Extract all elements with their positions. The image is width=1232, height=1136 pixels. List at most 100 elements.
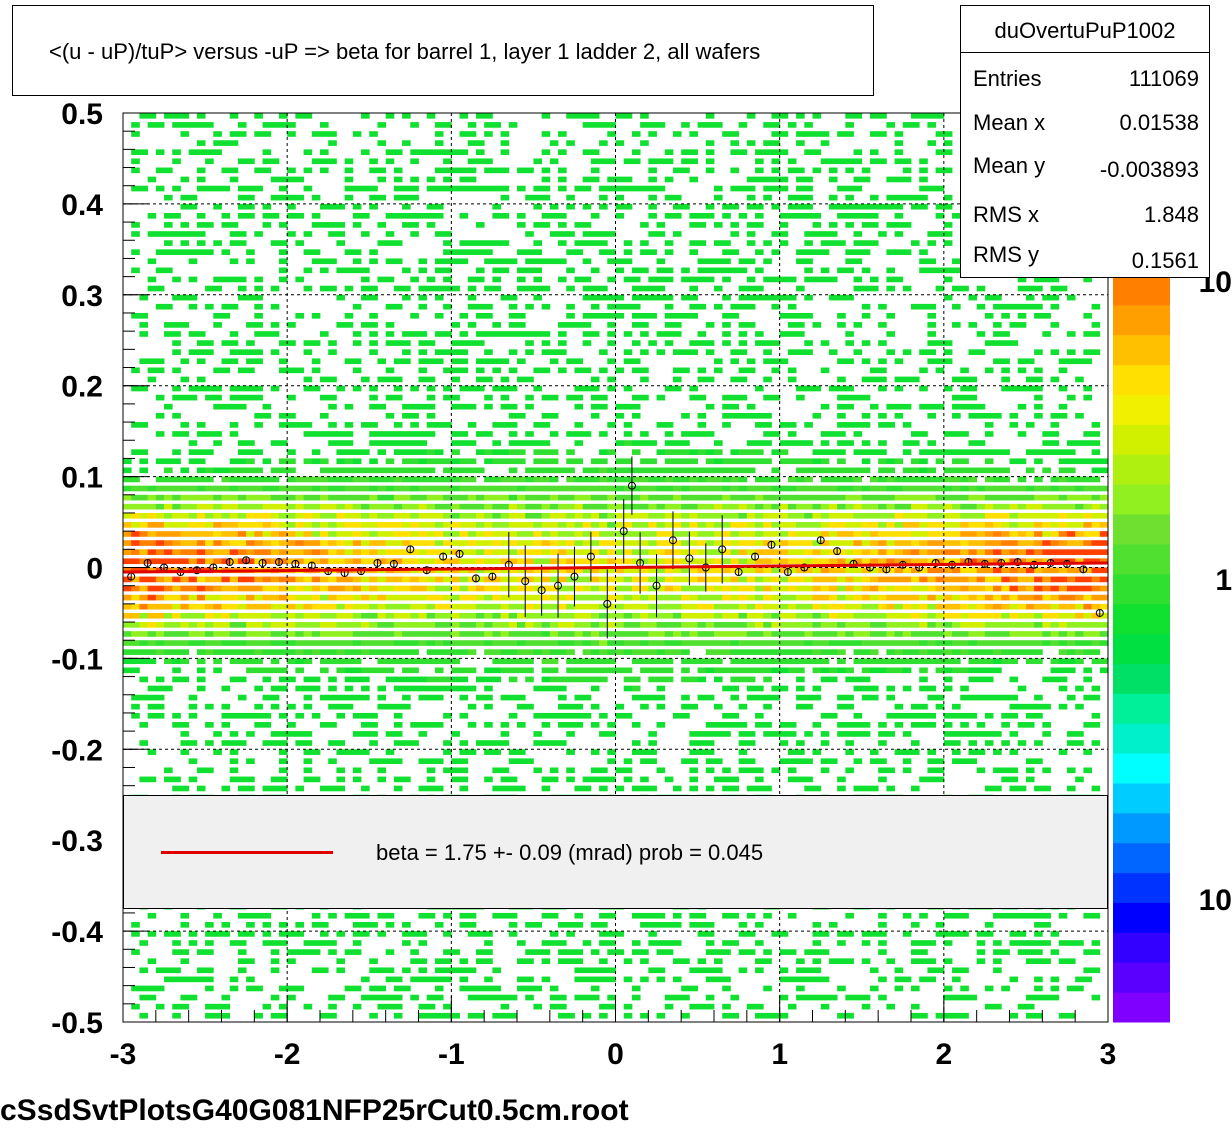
heatmap-cell <box>131 549 140 555</box>
heatmap-cell <box>787 503 797 510</box>
heatmap-cell <box>697 631 707 637</box>
heatmap-cell <box>541 549 551 555</box>
heatmap-cell <box>443 631 452 637</box>
heatmap-cell <box>911 512 920 519</box>
heatmap-cell <box>172 449 181 455</box>
heatmap-cell <box>443 422 452 428</box>
heatmap-cell <box>221 603 231 610</box>
heatmap-cell <box>911 467 920 474</box>
heatmap-cell <box>533 740 543 746</box>
heatmap-cell <box>730 503 740 510</box>
heatmap-cell <box>804 467 813 474</box>
heatmap-cell <box>894 412 904 419</box>
heatmap-cell <box>139 640 149 646</box>
heatmap-cell <box>1025 1003 1035 1010</box>
heatmap-cell <box>623 667 633 674</box>
heatmap-cell <box>352 449 362 455</box>
heatmap-cell <box>1058 912 1068 919</box>
heatmap-cell <box>1042 567 1051 574</box>
heatmap-cell <box>755 585 764 592</box>
heatmap-cell <box>828 649 838 655</box>
heatmap-cell <box>672 958 682 965</box>
heatmap-cell <box>582 776 592 783</box>
heatmap-cell <box>631 522 641 528</box>
heatmap-cell <box>336 603 346 610</box>
heatmap-cell <box>320 622 329 628</box>
heatmap-cell <box>237 785 247 792</box>
heatmap-cell <box>278 985 288 992</box>
heatmap-cell <box>796 667 805 674</box>
heatmap-cell <box>1058 585 1068 592</box>
heatmap-cell <box>681 658 690 665</box>
heatmap-cell <box>1058 467 1068 474</box>
heatmap-cell <box>574 712 584 719</box>
heatmap-cell <box>919 676 928 683</box>
heatmap-cell <box>254 576 263 583</box>
heatmap-cell <box>623 640 633 646</box>
heatmap-cell <box>1042 540 1051 546</box>
heatmap-cell <box>763 567 772 574</box>
heatmap-cell <box>1034 931 1043 937</box>
heatmap-cell <box>1042 958 1051 965</box>
heatmap-cell <box>1075 640 1084 646</box>
heatmap-cell <box>270 940 280 946</box>
heatmap-cell <box>911 612 920 619</box>
heatmap-cell <box>911 703 920 710</box>
heatmap-cell <box>385 949 395 955</box>
heatmap-cell <box>311 503 321 510</box>
heatmap-cell <box>361 731 370 737</box>
heatmap-cell <box>196 603 206 610</box>
heatmap-cell <box>434 494 444 501</box>
heatmap-cell <box>631 512 641 519</box>
heatmap-cell <box>451 440 460 446</box>
heatmap-cell <box>771 576 781 583</box>
heatmap-cell <box>139 503 149 510</box>
heatmap-cell <box>828 612 838 619</box>
heatmap-cell <box>484 776 493 783</box>
heatmap-cell <box>722 1012 731 1019</box>
heatmap-cell <box>1075 485 1084 492</box>
heatmap-cell <box>1066 740 1076 746</box>
heatmap-cell <box>467 558 477 565</box>
heatmap-cell <box>221 585 231 592</box>
heatmap-cell <box>434 785 444 792</box>
heatmap-cell <box>869 558 879 565</box>
heatmap-cell <box>796 558 805 565</box>
heatmap-cell <box>213 1012 222 1019</box>
heatmap-cell <box>861 594 871 601</box>
heatmap-cell <box>1066 612 1076 619</box>
heatmap-cell <box>155 712 165 719</box>
heatmap-cell <box>385 967 395 974</box>
heatmap-cell <box>418 676 428 683</box>
heatmap-cell <box>681 958 690 965</box>
heatmap-cell <box>377 612 387 619</box>
heatmap-cell <box>1083 603 1092 610</box>
heatmap-cell <box>517 531 526 537</box>
heatmap-cell <box>484 512 493 519</box>
heatmap-cell <box>878 622 887 628</box>
heatmap-cell <box>1050 431 1060 437</box>
heatmap-cell <box>508 558 518 565</box>
heatmap-cell <box>755 694 764 701</box>
heatmap-cell <box>278 676 288 683</box>
heatmap-cell <box>648 622 657 628</box>
heatmap-cell <box>935 922 945 928</box>
heatmap-cell <box>1009 412 1019 419</box>
heatmap-cell <box>755 922 764 928</box>
heatmap-cell <box>607 558 616 565</box>
heatmap-cell <box>681 622 690 628</box>
heatmap-cell <box>246 512 255 519</box>
heatmap-cell <box>1058 631 1068 637</box>
heatmap-cell <box>270 512 280 519</box>
heatmap-cell <box>541 640 551 646</box>
heatmap-cell <box>755 658 764 665</box>
heatmap-cell <box>730 558 740 565</box>
heatmap-cell <box>385 758 395 765</box>
heatmap-cell <box>853 503 863 510</box>
heatmap-cell <box>861 549 871 555</box>
heatmap-cell <box>402 494 411 501</box>
heatmap-cell <box>328 740 337 746</box>
heatmap-cell <box>1058 603 1068 610</box>
heatmap-cell <box>328 1012 337 1019</box>
heatmap-cell <box>443 676 452 683</box>
